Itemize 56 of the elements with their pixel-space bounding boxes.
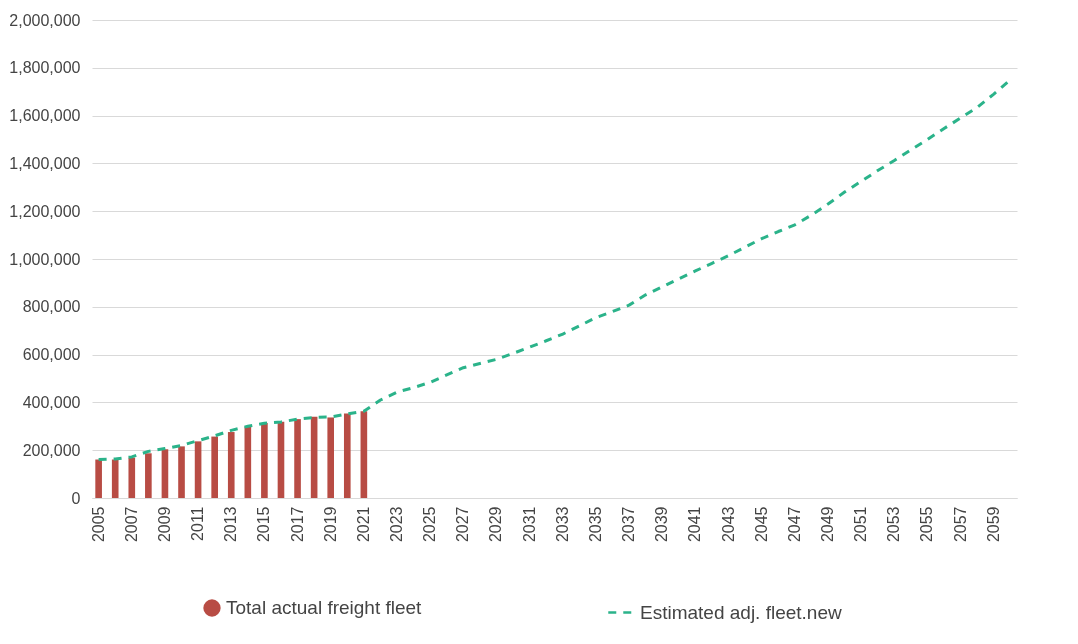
x-tick-label: 2043 — [719, 506, 737, 543]
bar — [178, 446, 185, 498]
x-tick-label: 2023 — [388, 506, 406, 543]
y-tick-label: 1,200,000 — [9, 202, 81, 220]
bar — [294, 419, 301, 498]
x-tick-label: 2025 — [421, 506, 439, 543]
bar — [227, 432, 235, 498]
bar — [111, 459, 119, 498]
bar — [261, 422, 268, 498]
bar — [327, 417, 335, 498]
x-tick-label: 2017 — [288, 506, 306, 543]
y-tick-label: 1,600,000 — [9, 107, 81, 125]
x-tick-label: 2007 — [122, 506, 140, 543]
bar — [360, 411, 368, 498]
y-tick-label: 0 — [71, 489, 81, 507]
bar — [95, 459, 102, 498]
x-tick-label: 2049 — [819, 506, 837, 543]
y-tick-label: 800,000 — [22, 298, 81, 316]
x-tick-label: 2039 — [653, 506, 671, 543]
x-tick-label: 2055 — [918, 506, 936, 543]
x-tick-label: 2011 — [189, 506, 207, 541]
bar — [343, 413, 351, 498]
x-tick-label: 2019 — [321, 506, 339, 543]
legend-label: Estimated adj. fleet.new — [640, 601, 842, 623]
bar — [310, 416, 318, 498]
bar — [194, 441, 202, 498]
x-tick-label: 2041 — [686, 506, 704, 543]
bar — [211, 436, 218, 498]
x-tick-label: 2053 — [885, 506, 903, 543]
legend-label: Total actual freight fleet — [226, 597, 423, 618]
y-tick-label: 600,000 — [22, 346, 81, 364]
y-tick-label: 1,800,000 — [9, 59, 81, 77]
x-tick-label: 2047 — [785, 506, 803, 543]
y-tick-label: 1,400,000 — [9, 154, 81, 172]
y-tick-label: 2,000,000 — [9, 11, 81, 29]
y-tick-label: 1,000,000 — [9, 250, 81, 268]
x-tick-label: 2027 — [454, 506, 472, 543]
x-tick-label: 2015 — [255, 506, 273, 543]
x-tick-label: 2013 — [222, 506, 240, 543]
x-tick-label: 2029 — [487, 506, 505, 543]
y-tick-label: 400,000 — [22, 393, 81, 411]
x-tick-label: 2005 — [89, 506, 107, 543]
x-tick-label: 2059 — [984, 506, 1002, 543]
x-tick-label: 2051 — [852, 506, 870, 543]
x-tick-label: 2021 — [354, 506, 372, 543]
x-tick-label: 2037 — [620, 506, 638, 543]
x-tick-label: 2045 — [752, 506, 770, 543]
bar — [128, 457, 136, 498]
x-tick-label: 2009 — [155, 506, 173, 543]
bar — [145, 453, 152, 498]
x-tick-label: 2031 — [520, 506, 538, 543]
y-tick-label: 200,000 — [22, 441, 81, 459]
bar — [161, 449, 169, 498]
x-tick-label: 2033 — [553, 506, 571, 543]
x-tick-label: 2057 — [951, 506, 969, 543]
x-tick-label: 2035 — [586, 506, 604, 543]
